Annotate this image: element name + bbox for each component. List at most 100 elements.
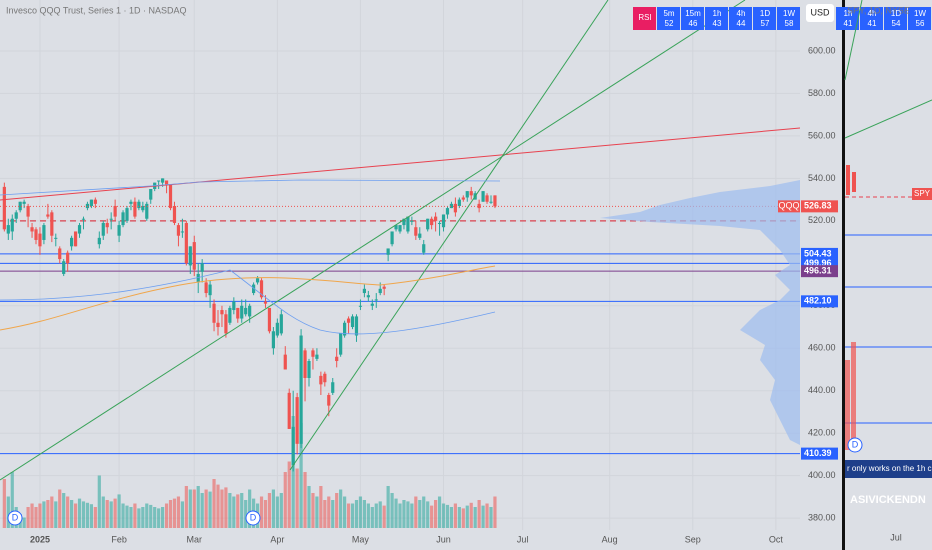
volume-bar (81, 501, 86, 528)
toolbar-button[interactable] (860, 7, 883, 30)
toolbar-button[interactable] (657, 7, 680, 30)
candle-body (105, 222, 109, 228)
toolbar: RSI 5m5215m461h434h441D571W581h414h411D54… (633, 7, 931, 30)
candle-body (22, 201, 26, 204)
toolbar-value[interactable]: 57 (761, 19, 770, 28)
toolbar-value[interactable]: 44 (737, 19, 746, 28)
toolbar-value[interactable]: 41 (844, 19, 853, 28)
toolbar-value[interactable]: 46 (689, 19, 698, 28)
candle-body (327, 394, 331, 406)
toolbar-value[interactable]: 58 (785, 19, 794, 28)
toolbar-label[interactable]: 1h (713, 9, 722, 18)
candle-body (406, 216, 410, 232)
volume-bar (307, 486, 311, 528)
volume-bar (204, 489, 208, 528)
toolbar-button[interactable] (777, 7, 800, 30)
candle-body (398, 225, 402, 232)
candle-body (50, 212, 54, 236)
candle-body (457, 199, 461, 206)
volume-bar (331, 500, 335, 528)
volume-bar (73, 503, 78, 528)
candle-body (449, 203, 454, 209)
candle-body (172, 205, 177, 223)
volume-bar (93, 507, 97, 528)
volume-bar (161, 507, 165, 528)
toolbar-value[interactable]: 52 (665, 19, 674, 28)
candle-body (465, 191, 469, 198)
toolbar-label[interactable]: 1D (760, 9, 770, 18)
volume-bar (228, 493, 232, 528)
y-tick-label: 520.00 (808, 215, 836, 225)
toolbar-button[interactable] (729, 7, 752, 30)
toolbar-label[interactable]: 4h (737, 9, 746, 18)
volume-bar (354, 500, 359, 528)
event-marker[interactable] (847, 437, 863, 453)
currency[interactable]: USD (810, 7, 830, 17)
side-panel: SPY SPY, 1D, NYSE r only works on the 1h… (844, 0, 932, 542)
currency-button[interactable] (806, 4, 834, 22)
volume-bar (493, 496, 497, 528)
candle-body (161, 178, 165, 183)
volume-bar (22, 517, 26, 528)
volume-bar (212, 479, 216, 528)
volume-bar (410, 503, 414, 528)
candle-body (244, 307, 248, 315)
price-tag (801, 200, 838, 213)
candle-body (224, 314, 228, 334)
event-marker[interactable] (245, 510, 261, 526)
candle-body (149, 188, 153, 200)
event-label[interactable]: D (12, 512, 19, 522)
event-label[interactable]: D (250, 512, 257, 522)
volume-bar (50, 496, 54, 528)
y-tick-label: 540.00 (808, 173, 836, 183)
volume-bar (461, 508, 465, 528)
toolbar-value[interactable]: 54 (892, 19, 901, 28)
toolbar-button[interactable] (705, 7, 728, 30)
candle-body (109, 218, 113, 220)
toolbar-label[interactable]: 4h (868, 9, 877, 18)
volume-fragment (845, 360, 850, 450)
volume-bar (335, 493, 339, 528)
volume-fragment (851, 342, 856, 450)
toolbar-label[interactable]: RSI (638, 13, 651, 22)
event-marker[interactable] (7, 510, 23, 526)
toolbar-button[interactable] (836, 7, 859, 30)
candle-fragment (852, 172, 856, 192)
candle-body (42, 225, 46, 240)
volume-bar (287, 461, 291, 528)
volume-bar (188, 489, 192, 528)
candle-body (62, 261, 66, 274)
event-label[interactable]: D (852, 439, 859, 449)
volume-bar (54, 501, 58, 528)
toolbar-value[interactable]: 43 (713, 19, 722, 28)
toolbar-label[interactable]: 5m (663, 9, 674, 18)
toolbar-button[interactable] (884, 7, 907, 30)
x-tick-label: Mar (187, 534, 203, 544)
volume-bar (113, 498, 117, 528)
toolbar-label[interactable]: 1D (891, 9, 901, 18)
toolbar-button[interactable] (753, 7, 776, 30)
volume-bar (30, 503, 34, 528)
toolbar-label[interactable]: 15m (685, 9, 701, 18)
toolbar-button[interactable] (633, 7, 656, 30)
volume-bar (240, 493, 244, 528)
toolbar-value[interactable]: 56 (916, 19, 925, 28)
toolbar-button[interactable] (681, 7, 704, 30)
candle-body (236, 307, 240, 319)
candle-body (58, 248, 62, 260)
volume-bar (382, 505, 386, 528)
volume-bar (263, 500, 268, 528)
toolbar-label[interactable]: 1W (914, 9, 926, 18)
volume-bar (323, 500, 327, 528)
candle-body (434, 216, 438, 221)
toolbar-value[interactable]: 41 (868, 19, 877, 28)
volume-bar (97, 475, 101, 528)
volume-bar (366, 503, 370, 528)
volume-bar (449, 507, 454, 528)
toolbar-button[interactable] (908, 7, 931, 30)
candle-fragment (846, 165, 850, 195)
volume-bar (418, 500, 422, 528)
toolbar-label[interactable]: 1W (783, 9, 795, 18)
candle-body (370, 303, 374, 306)
toolbar-label[interactable]: 1h (844, 9, 853, 18)
